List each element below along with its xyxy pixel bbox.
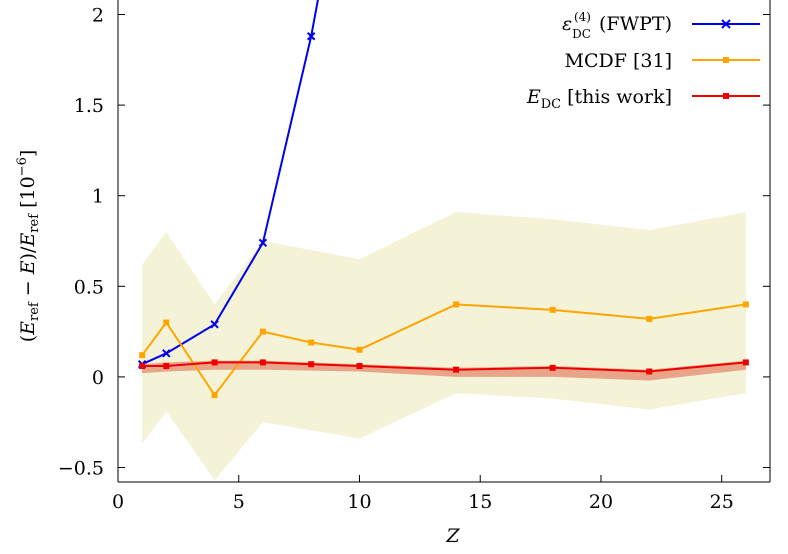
- legend-entry-this-work: EDC [this work]: [526, 86, 760, 112]
- data-point-fwpt: [210, 320, 219, 329]
- data-point-mcdf: [308, 339, 315, 346]
- x-tick-label: 0: [112, 491, 124, 513]
- data-point-this-work: [742, 359, 749, 366]
- x-tick-label: 25: [710, 491, 734, 513]
- data-point-fwpt: [258, 238, 268, 248]
- data-point-mcdf: [742, 301, 749, 308]
- y-tick-label: 2: [92, 4, 104, 26]
- legend-marker-fwpt: [721, 19, 731, 29]
- svg-text:EDC [this work]: EDC [this work]: [526, 86, 672, 112]
- data-point-this-work: [453, 366, 460, 373]
- x-tick-label: 15: [468, 491, 492, 513]
- data-point-this-work: [356, 363, 363, 370]
- legend-marker-this-work: [723, 93, 729, 99]
- data-point-mcdf: [211, 392, 218, 399]
- y-tick-label: −0.5: [58, 458, 104, 480]
- data-point-mcdf: [549, 306, 556, 313]
- legend-entry-mcdf: MCDF [31]: [565, 50, 760, 72]
- data-point-this-work: [646, 368, 653, 375]
- x-tick-label: 5: [233, 491, 245, 513]
- data-point-this-work: [308, 361, 315, 368]
- legend-label-mcdf: MCDF [31]: [565, 50, 672, 72]
- uncertainty-band-1: [142, 360, 746, 381]
- x-tick-label: 20: [589, 491, 613, 513]
- data-point-this-work: [549, 364, 556, 371]
- y-tick-label: 0: [92, 367, 104, 389]
- y-tick-label: 1.5: [74, 95, 104, 117]
- legend-entry-fwpt: εDC(4) (FWPT): [562, 10, 760, 41]
- data-point-this-work: [139, 363, 146, 370]
- data-point-mcdf: [259, 328, 266, 335]
- data-point-this-work: [211, 359, 218, 366]
- x-axis-label: Z: [445, 525, 460, 547]
- series-line-mcdf: [141, 303, 747, 397]
- y-axis-label: (Eref − E)/Eref [10−6]: [15, 150, 42, 343]
- svg-text:εDC(4) (FWPT): εDC(4) (FWPT): [562, 10, 672, 41]
- series-line-this-work: [142, 361, 746, 373]
- series-line-fwpt: [141, 0, 319, 366]
- data-point-this-work: [163, 363, 170, 370]
- data-point-fwpt: [306, 32, 316, 41]
- data-point-mcdf: [356, 346, 363, 353]
- uncertainty-band-0: [142, 212, 746, 481]
- y-tick-label: 1: [92, 186, 104, 208]
- data-point-mcdf: [646, 315, 653, 322]
- x-tick-label: 10: [347, 491, 371, 513]
- data-point-this-work: [259, 359, 266, 366]
- legend-marker-mcdf: [723, 57, 729, 63]
- data-point-mcdf: [139, 352, 146, 359]
- data-point-mcdf: [453, 301, 460, 308]
- data-point-fwpt: [162, 349, 171, 358]
- svg-text:(Eref − E)/Eref [10−6]: (Eref − E)/Eref [10−6]: [15, 150, 42, 343]
- y-tick-label: 0.5: [74, 276, 104, 298]
- data-point-mcdf: [163, 319, 170, 326]
- legend: εDC(4) (FWPT) MCDF [31] EDC [this work]: [526, 10, 760, 112]
